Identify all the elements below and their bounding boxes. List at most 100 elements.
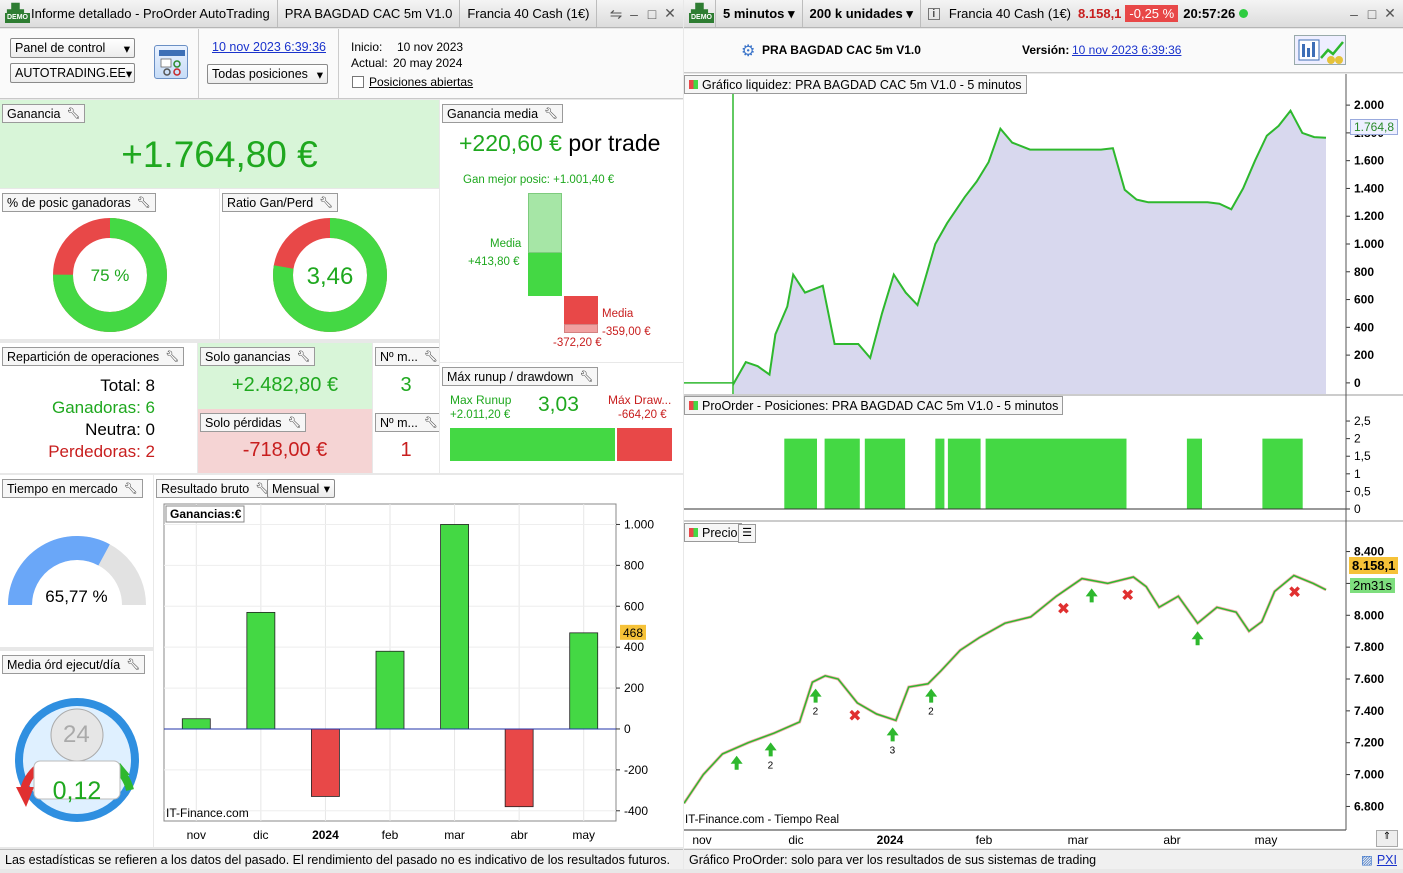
ratio-panel: Ratio Gan/Perd 🔧︎ 3,46 [220, 189, 439, 339]
best-position-label: Gan mejor posic: +1.001,40 € [463, 174, 615, 186]
last-price-badge: 8.158,1 [1349, 557, 1399, 574]
y-tick-label: 7.400 [1354, 704, 1384, 718]
separator [198, 29, 199, 98]
y-tick-label: 1.200 [1354, 209, 1384, 223]
price-list-icon[interactable]: ☰ [738, 524, 756, 543]
pct-winners-donut [53, 218, 167, 332]
drawdown-value: -664,20 € [618, 409, 667, 421]
trade-count-label: 2 [768, 760, 774, 771]
best-position-bar [528, 193, 562, 253]
y-tick-label: 1.400 [1354, 181, 1384, 195]
right-header: ⚙ PRA BAGDAD CAC 5m V1.0 Versión: 10 nov… [684, 29, 1403, 73]
equity-line [733, 108, 1327, 387]
wrench-icon[interactable]: 🔧︎ [544, 108, 558, 120]
runup-bar-fill [450, 428, 617, 461]
wrench-icon[interactable]: 🔧︎ [319, 197, 334, 209]
wrench-icon[interactable]: 🔧︎ [123, 483, 138, 495]
x-tick-label: abr [1163, 833, 1180, 847]
wrench-icon[interactable]: 🔧︎ [126, 659, 141, 671]
buy-arrow-icon [764, 742, 777, 757]
account-select[interactable]: AUTOTRADING.EE ▾ [10, 63, 135, 83]
pct-winners-title: % de posic ganadoras 🔧︎ [2, 193, 156, 212]
x-tick-label: abr [510, 828, 527, 842]
demo-logo-icon: ▟▙ DEMO [689, 3, 714, 23]
wrench-icon[interactable]: 🔧︎ [255, 483, 270, 495]
y-tick-label: 7.600 [1354, 672, 1384, 686]
chart-color-icon [689, 528, 698, 537]
trade-count-label: 2 [813, 707, 819, 718]
ratio-value: 3,46 [306, 263, 354, 290]
solo-perdidas-title: Solo pérdidas 🔧︎ [200, 413, 307, 432]
y-tick-label: 7.200 [1354, 736, 1384, 750]
report-chart-icon[interactable] [1294, 35, 1346, 65]
units-select[interactable]: 200 k unidades ▾ [803, 0, 921, 27]
report-icon[interactable] [154, 45, 188, 79]
x-tick-label: may [1255, 833, 1278, 847]
period-select[interactable]: Mensual ▾ [267, 479, 335, 498]
wrench-icon[interactable]: 🔧︎ [66, 108, 81, 120]
countdown-badge: 2m31s [1350, 578, 1396, 593]
share-icon[interactable]: ⇋ [609, 5, 623, 23]
ratio-title: Ratio Gan/Perd 🔧︎ [222, 193, 339, 212]
left-footer: Las estadísticas se refieren a los datos… [0, 849, 683, 869]
open-positions-checkbox[interactable] [352, 76, 364, 88]
num-perdidas-panel: Nº m... 🔧︎ 1 [373, 409, 439, 473]
wrench-icon[interactable]: 🔧︎ [287, 417, 302, 429]
x-tick-label: may [572, 828, 595, 842]
tab-instrument[interactable]: Francia 40 Cash (1€) [460, 0, 598, 27]
equity-area [734, 110, 1326, 394]
change-badge: -0,25 % [1125, 5, 1179, 22]
instrument-info[interactable]: i Francia 40 Cash (1€) [921, 0, 1078, 27]
wrench-icon[interactable]: 🔧︎ [296, 351, 311, 363]
buy-arrow-icon [1191, 631, 1204, 646]
report-date-link[interactable]: 10 nov 2023 6:39:36 [212, 40, 326, 54]
runup-ratio: 3,03 [538, 393, 579, 416]
maximize-icon[interactable]: □ [647, 5, 657, 22]
minimize-icon[interactable]: – [1350, 5, 1358, 22]
timeframe-select[interactable]: 5 minutos ▾ [715, 0, 803, 27]
ganancia-title: Ganancia 🔧︎ [2, 104, 86, 123]
runup-drawdown-bar [450, 428, 672, 461]
equity-last-value: 1.764,8 [1350, 119, 1399, 135]
minimize-icon[interactable]: – [630, 5, 638, 22]
price-value: 8.158,1 [1078, 6, 1122, 21]
y-tick-label: 2,5 [1354, 414, 1371, 428]
close-icon[interactable]: ✕ [1384, 5, 1396, 21]
close-icon[interactable]: ✕ [664, 5, 676, 21]
y-tick-label: 2 [1354, 432, 1361, 446]
positions-select[interactable]: Todas posiciones ▾ [207, 64, 328, 84]
bar-dic [246, 611, 276, 730]
trade-count-label: 3 [890, 745, 896, 756]
y-tick-label: 400 [624, 640, 644, 654]
wrench-icon[interactable]: 🔧︎ [423, 417, 438, 429]
bar-2024 [311, 728, 340, 797]
wrench-icon[interactable]: 🔧︎ [423, 351, 438, 363]
pxi-icon: ▨ [1361, 853, 1373, 867]
panel-select[interactable]: Panel de control ▾ [10, 38, 135, 58]
ganancia-value: +1.764,80 € [121, 134, 318, 175]
y-tick-label: 1 [1354, 467, 1361, 481]
ganancia-panel: Ganancia 🔧︎ +1.764,80 € [0, 100, 439, 188]
pxi-link[interactable]: PXI [1376, 852, 1397, 867]
y-tick-label: 1.600 [1354, 154, 1384, 168]
num-ganancias-title: Nº m... 🔧︎ [375, 347, 439, 366]
scroll-up-icon[interactable]: ⇑ [1376, 830, 1398, 847]
bar-nov [181, 718, 211, 730]
ganancia-media-value: +220,60 € [459, 130, 562, 156]
price-bg [684, 522, 1346, 822]
version-date-link[interactable]: 10 nov 2023 6:39:36 [1072, 43, 1182, 57]
wrench-icon[interactable]: 🔧︎ [579, 371, 594, 383]
tab-system[interactable]: PRA BAGDAD CAC 5m V1.0 [278, 0, 461, 27]
y-tick-label: 0 [1354, 376, 1361, 390]
losers-count: Perdedoras: 2 [48, 442, 155, 461]
maximize-icon[interactable]: □ [1367, 5, 1377, 22]
demo-logo-icon: ▟▙ DEMO [5, 3, 30, 23]
actual-label: Actual: [351, 56, 388, 70]
x-tick-label: dic [253, 828, 268, 842]
wrench-icon[interactable]: 🔧︎ [136, 197, 151, 209]
wrench-icon[interactable]: 🔧︎ [165, 351, 180, 363]
open-positions-label[interactable]: Posiciones abiertas [369, 75, 474, 89]
media-loss-bar [564, 296, 598, 324]
y-tick-label: 800 [624, 558, 644, 572]
ganancia-media-line: +220,60 € por trade [459, 130, 660, 157]
